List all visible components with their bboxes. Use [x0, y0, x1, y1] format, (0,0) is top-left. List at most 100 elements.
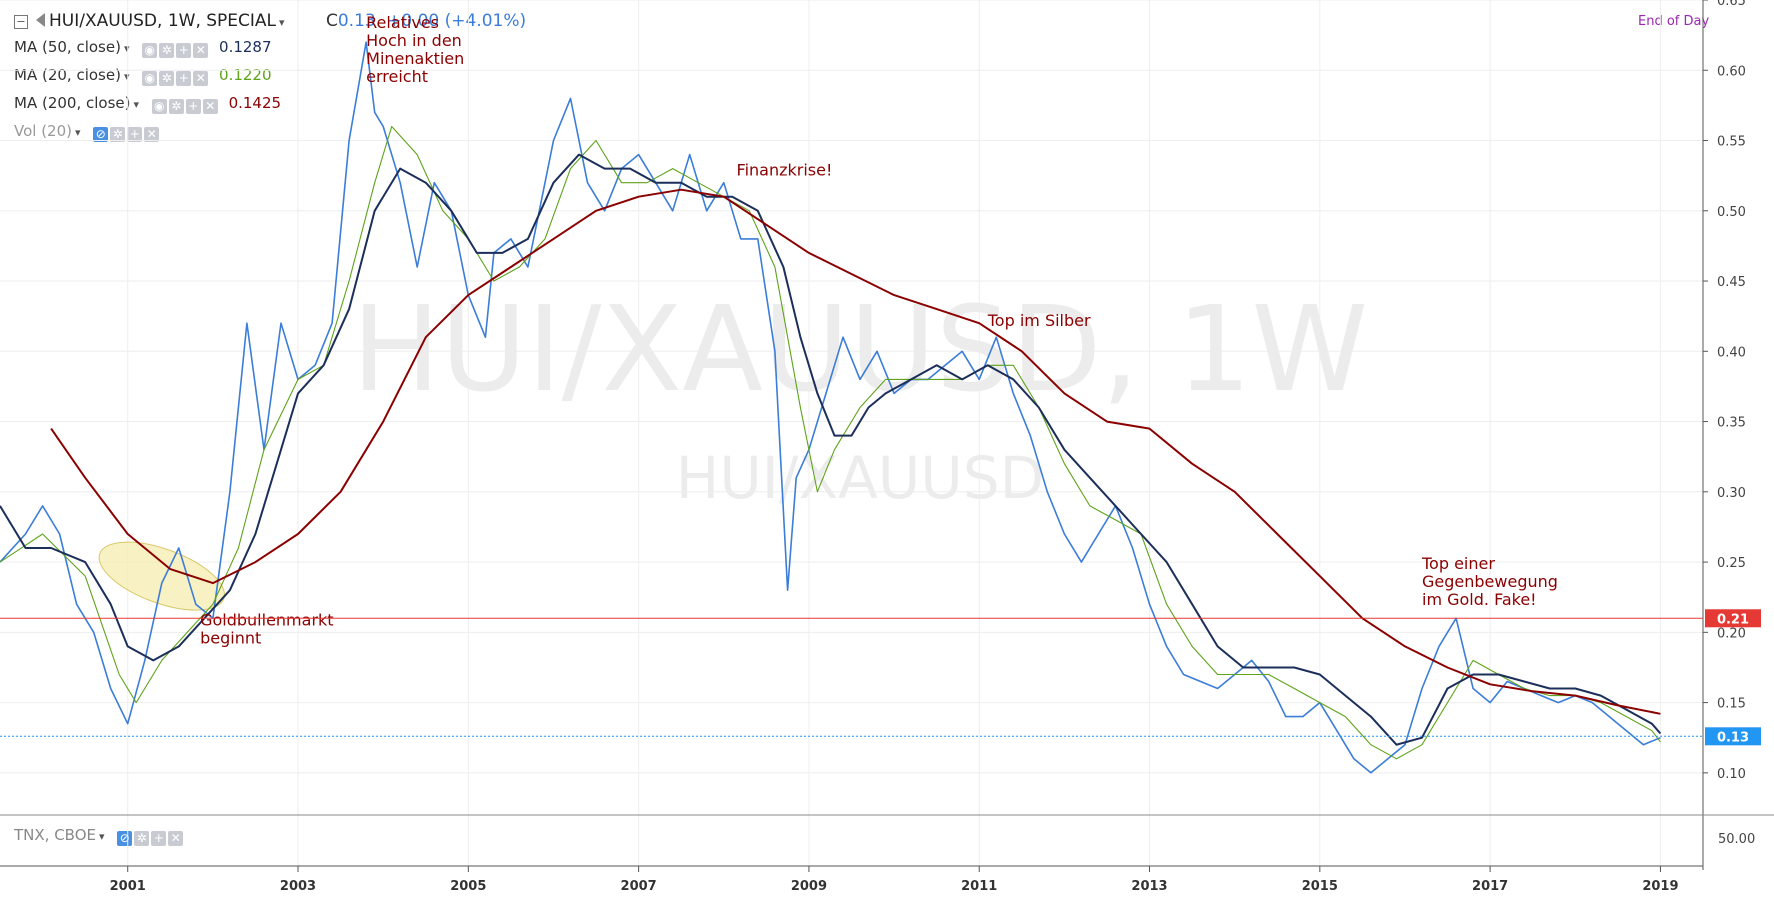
- gear-icon[interactable]: ✲: [159, 43, 175, 58]
- y-tick-label: 0.10: [1717, 767, 1746, 782]
- annotation-line: Hoch in den: [366, 31, 462, 50]
- axes: [0, 0, 1774, 870]
- grid: [0, 0, 1703, 866]
- legend-value: 0.1287: [219, 38, 272, 56]
- y-tick-label: 0.35: [1717, 416, 1746, 431]
- chevron-down-icon[interactable]: ▾: [123, 42, 130, 55]
- x-tick-label: 2011: [961, 879, 997, 894]
- change-text: +0.00 (+4.01%): [387, 11, 527, 31]
- annotation-line: Top im Silber: [987, 311, 1091, 330]
- watermark-small: HUI/XAUUSD: [676, 444, 1045, 512]
- y-tick-label: 0.30: [1717, 486, 1746, 501]
- y-tick-label: 0.15: [1717, 697, 1746, 712]
- y-axis-ticks[interactable]: 0.10 0.15 0.20 0.25 0.30 0.35 0.40 0.45 0.50 0.55…: [1703, 0, 1746, 782]
- annotation-line: Gegenbewegung: [1422, 572, 1558, 591]
- chevron-down-icon[interactable]: ▾: [75, 126, 81, 139]
- close-icon[interactable]: ✕: [193, 43, 209, 58]
- y-tick-label: 0.50: [1717, 205, 1746, 220]
- eye-icon[interactable]: ◉: [142, 43, 158, 58]
- eye-icon[interactable]: ◉: [142, 71, 158, 86]
- y-tick-label: 0.45: [1717, 275, 1746, 290]
- annotation-line: beginnt: [200, 628, 261, 647]
- lower-pane-legend[interactable]: TNX, CBOE ▾ ⊘ ✲ + ✕: [14, 826, 184, 846]
- close-icon[interactable]: ✕: [144, 127, 160, 142]
- annotation-line: erreicht: [366, 67, 428, 86]
- plus-icon[interactable]: +: [185, 99, 201, 114]
- price-badge: [1705, 727, 1761, 746]
- price-badge: [1705, 609, 1761, 628]
- annotation: Goldbullenmarkt beginnt: [200, 610, 333, 647]
- x-axis-ticks[interactable]: 2001 2003 2005 2007 2009 2011 2013 2015 2017 2019: [110, 866, 1679, 894]
- legend-label[interactable]: MA (200, close): [14, 94, 131, 112]
- price-badge-label: 0.13: [1717, 730, 1749, 745]
- gear-icon[interactable]: ✲: [134, 831, 150, 846]
- x-tick-label: 2007: [621, 879, 657, 894]
- annotation-line: Relatives: [366, 13, 439, 32]
- x-tick-label: 2019: [1642, 879, 1678, 894]
- series-line-2: [0, 153, 1662, 746]
- close-icon[interactable]: ✕: [202, 99, 218, 114]
- legend-value: 0.1425: [228, 94, 282, 112]
- symbol-header: − HUI/XAUUSD, 1W, SPECIAL ▾ C0.13 +0.00 (+…: [14, 11, 526, 31]
- y-tick-label: 0.40: [1717, 345, 1746, 360]
- price-badge-label: 0.21: [1717, 612, 1749, 627]
- x-tick-label: 2013: [1131, 879, 1167, 894]
- annotation-line: Minenaktien: [366, 49, 464, 68]
- x-tick-label: 2001: [110, 879, 146, 894]
- close-icon[interactable]: ✕: [168, 831, 184, 846]
- x-tick-label: 2009: [791, 879, 827, 894]
- annotation: Relatives Hoch in den Minenaktien erreicht: [366, 13, 464, 86]
- plus-icon[interactable]: +: [151, 831, 167, 846]
- gear-icon[interactable]: ✲: [159, 71, 175, 86]
- y-tick-label: 0.60: [1717, 64, 1746, 79]
- y-tick-label: 0.20: [1717, 626, 1746, 641]
- x-tick-label: 2015: [1302, 879, 1338, 894]
- series-line-1: [0, 125, 1661, 760]
- legend-row-ma50[interactable]: MA (50, close) ▾ ◉ ✲ + ✕ 0.1287: [14, 38, 272, 58]
- chevron-down-icon[interactable]: ▾: [98, 830, 105, 843]
- annotation-layer: Relatives Hoch in den Minenaktien erreicht F…: [200, 13, 1558, 647]
- close-icon[interactable]: ✕: [193, 71, 209, 86]
- y-tick-label: 0.25: [1717, 556, 1746, 571]
- collapse-pane-icon[interactable]: −: [14, 15, 28, 29]
- flag-icon[interactable]: [36, 13, 45, 27]
- legend-label[interactable]: MA (50, close): [14, 38, 121, 56]
- x-tick-label: 2005: [450, 879, 486, 894]
- annotation: Finanzkrise!: [737, 161, 833, 180]
- x-tick-label: 2017: [1472, 879, 1508, 894]
- close-prefix: C: [325, 11, 338, 31]
- eye-hidden-icon[interactable]: ⊘: [117, 831, 133, 846]
- chevron-down-icon[interactable]: ▾: [123, 70, 130, 83]
- series-layer: [0, 41, 1662, 774]
- annotation: Top einer Gegenbewegung im Gold. Fake!: [1421, 554, 1558, 609]
- legend-label[interactable]: Vol (20): [14, 122, 73, 140]
- plus-icon[interactable]: +: [127, 127, 143, 142]
- y-tick-label: 0.65: [1717, 0, 1746, 9]
- chevron-down-icon[interactable]: ▾: [279, 16, 285, 29]
- eye-hidden-icon[interactable]: ⊘: [93, 127, 109, 142]
- lower-pane-axis-label: 50.00: [1718, 832, 1755, 847]
- plus-icon[interactable]: +: [176, 71, 192, 86]
- gear-icon[interactable]: ✲: [168, 99, 184, 114]
- gear-icon[interactable]: ✲: [110, 127, 126, 142]
- annotation-line: im Gold. Fake!: [1422, 590, 1537, 609]
- eye-icon[interactable]: ◉: [151, 99, 167, 114]
- annotation-line: Goldbullenmarkt: [200, 610, 333, 629]
- watermark-large: HUI/XAUUSD, 1W: [352, 280, 1368, 418]
- chevron-down-icon[interactable]: ▾: [133, 98, 140, 111]
- end-of-day-label: End of Day: [1638, 14, 1710, 29]
- watermark: HUI/XAUUSD, 1W HUI/XAUUSD: [352, 280, 1368, 512]
- annotation: Top im Silber: [987, 311, 1091, 330]
- symbol-title[interactable]: HUI/XAUUSD, 1W, SPECIAL: [49, 11, 277, 31]
- plus-icon[interactable]: +: [176, 43, 192, 58]
- legend-row-ma200[interactable]: MA (200, close) ▾ ◉ ✲ + ✕ 0.1425: [14, 94, 281, 114]
- y-tick-label: 0.55: [1717, 135, 1746, 150]
- annotation-line: Finanzkrise!: [737, 161, 833, 180]
- x-tick-label: 2003: [280, 879, 316, 894]
- series-line-3: [50, 188, 1661, 715]
- close-value: 0.13: [337, 11, 376, 31]
- legend-row-vol[interactable]: Vol (20) ▾ ⊘ ✲ + ✕: [14, 122, 160, 142]
- lower-pane-label[interactable]: TNX, CBOE: [14, 826, 96, 844]
- annotation-line: Top einer: [1421, 554, 1495, 573]
